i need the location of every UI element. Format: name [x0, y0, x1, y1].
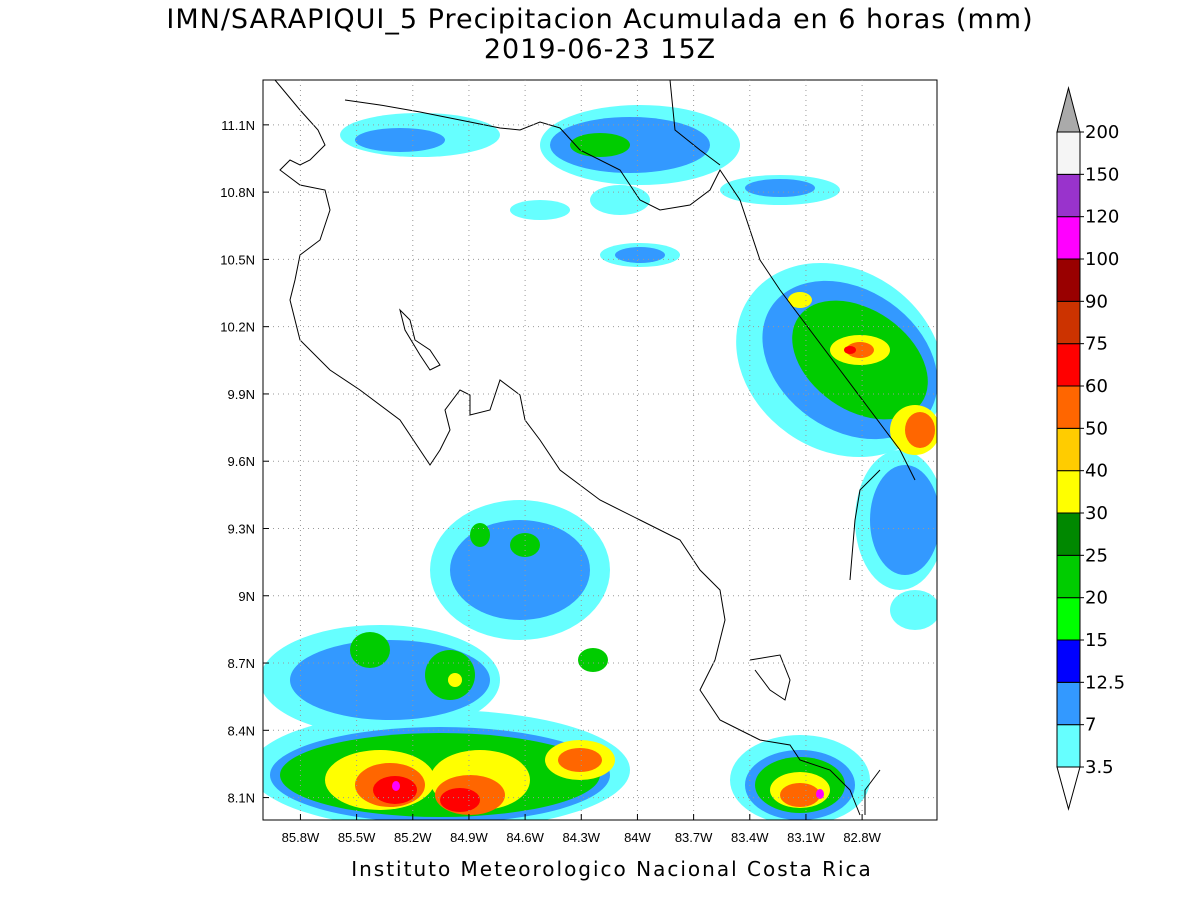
- colorbar-box: [1056, 173, 1081, 218]
- colorbar-label: 50: [1085, 418, 1108, 439]
- x-tick-label: 83.7W: [675, 830, 713, 845]
- colorbar-label: 7: [1085, 715, 1096, 736]
- colorbar-label: 12.5: [1085, 672, 1125, 693]
- y-tick-label: 9.6N: [228, 454, 255, 469]
- x-tick-label: 84.3W: [562, 830, 600, 845]
- colorbar-label: 40: [1085, 461, 1108, 482]
- colorbar-box: [1056, 300, 1081, 345]
- colorbar-label: 150: [1085, 164, 1119, 185]
- precip-field: [263, 105, 937, 820]
- x-tick-label: 83.4W: [731, 830, 769, 845]
- colorbar-box: [1056, 554, 1081, 599]
- colorbar-label: 3.5: [1085, 757, 1114, 778]
- x-tick-label: 82.8W: [843, 830, 881, 845]
- colorbar-box: [1056, 216, 1081, 260]
- colorbar-box: [1056, 724, 1081, 768]
- title: IMN/SARAPIQUI_5 Precipitacion Acumulada …: [166, 4, 1033, 35]
- colorbar-box: [1056, 427, 1081, 472]
- colorbar-label: 25: [1085, 545, 1108, 566]
- y-tick-label: 9.3N: [228, 521, 255, 536]
- y-tick-label: 8.1N: [228, 791, 255, 806]
- colorbar-box: [1056, 385, 1081, 429]
- colorbar-label: 30: [1085, 503, 1108, 524]
- y-tick-label: 8.4N: [228, 723, 255, 738]
- x-tick-label: 84.6W: [506, 830, 544, 845]
- y-tick-label: 8.7N: [228, 656, 255, 671]
- y-tick-label: 10.2N: [220, 320, 255, 335]
- colorbar-box: [1056, 681, 1081, 726]
- colorbar-box: [1056, 597, 1081, 641]
- y-tick-label: 9N: [238, 589, 255, 604]
- x-tick-label: 84W: [624, 830, 651, 845]
- x-tick-label: 83.1W: [787, 830, 825, 845]
- colorbar-label: 20: [1085, 588, 1108, 609]
- colorbar-under: [1056, 766, 1081, 811]
- x-tick-label: 84.9W: [450, 830, 488, 845]
- colorbar-box: [1056, 131, 1081, 175]
- colorbar-box: [1056, 639, 1081, 683]
- colorbar-label: 100: [1085, 249, 1119, 270]
- subtitle: 2019-06-23 15Z: [484, 34, 716, 65]
- colorbar-label: 75: [1085, 334, 1108, 355]
- y-tick-label: 11.1N: [221, 118, 255, 133]
- x-tick-label: 85.5W: [338, 830, 376, 845]
- y-tick-label: 10.5N: [220, 252, 255, 267]
- x-tick-label: 85.8W: [282, 830, 320, 845]
- colorbar-label: 15: [1085, 630, 1108, 651]
- colorbar-box: [1056, 258, 1081, 302]
- colorbar-label: 200: [1085, 122, 1119, 143]
- colorbar-label: 90: [1085, 291, 1108, 312]
- colorbar-label: 60: [1085, 376, 1108, 397]
- colorbar-box: [1056, 512, 1081, 556]
- x-tick-label: 85.2W: [394, 830, 432, 845]
- map-frame: [262, 79, 938, 821]
- footer: Instituto Meteorologico Nacional Costa R…: [351, 857, 873, 881]
- colorbar-label: 120: [1085, 207, 1119, 228]
- colorbar-over: [1056, 86, 1081, 133]
- y-tick-label: 10.8N: [220, 185, 255, 200]
- coastline: [274, 80, 916, 816]
- colorbar-box: [1056, 470, 1081, 514]
- y-tick-label: 9.9N: [228, 387, 255, 402]
- colorbar-box: [1056, 343, 1081, 387]
